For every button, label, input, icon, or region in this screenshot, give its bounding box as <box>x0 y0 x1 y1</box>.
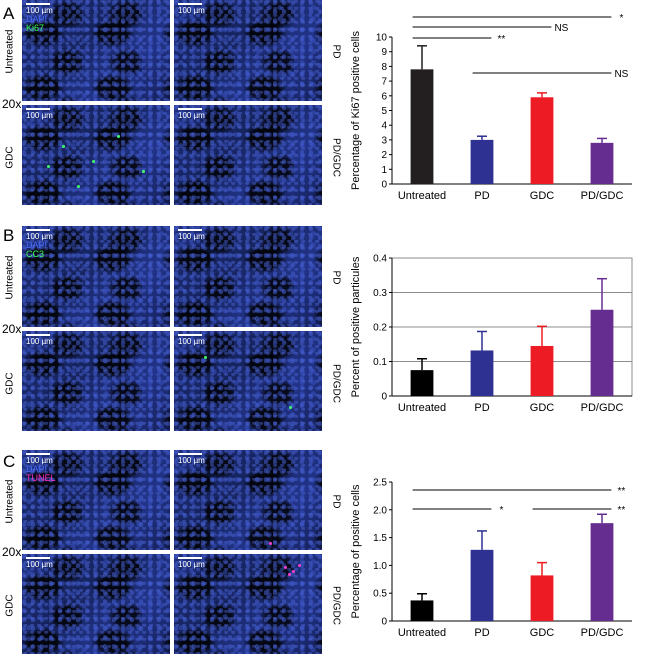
y-axis-label: Percentage of positive cells <box>350 484 362 618</box>
row-label-untreated-c: Untreated <box>4 479 16 524</box>
significance-label: ** <box>618 505 626 516</box>
y-tick-label: 0 <box>381 617 387 628</box>
y-tick-label: 1.5 <box>373 533 387 544</box>
micrograph-untreated-a: 100 µm DAPI Ki67 <box>22 0 170 101</box>
magnification-label-b: 20x <box>2 322 22 336</box>
y-tick-label: 1.0 <box>373 561 387 572</box>
stain-label-tunel-c: TUNEL <box>26 473 56 483</box>
y-tick-label: 6 <box>381 91 387 102</box>
micrograph-pd-b: 100 µm <box>174 226 322 327</box>
y-tick-label: 2.0 <box>373 505 387 516</box>
micrograph-pd-a: 100 µm <box>174 0 322 101</box>
micrograph-pdgdc-b: 100 µm <box>174 331 322 431</box>
y-tick-label: 1 <box>381 165 387 176</box>
category-label: PD <box>474 627 489 639</box>
row-label-untreated-a: Untreated <box>4 29 16 74</box>
row-label-pd-c: PD <box>330 494 342 509</box>
bar-gdc <box>530 575 554 621</box>
y-axis-label: Percent of positive particules <box>350 256 362 397</box>
category-label: Untreated <box>398 402 446 414</box>
micrograph-gdc-c: 100 µm <box>22 554 170 654</box>
significance-label: NS <box>554 23 568 34</box>
significance-label: ** <box>498 34 506 45</box>
y-tick-label: 4 <box>381 121 387 132</box>
category-label: Untreated <box>398 190 446 202</box>
y-tick-label: 0 <box>381 180 387 191</box>
significance-label: NS <box>614 69 628 80</box>
row-label-gdc-a: GDC <box>4 146 16 169</box>
y-tick-label: 8 <box>381 62 387 73</box>
bar-untreated <box>410 370 434 396</box>
y-tick-label: 7 <box>381 77 387 88</box>
significance-label: ** <box>618 486 626 497</box>
y-tick-label: 9 <box>381 47 387 58</box>
row-label-pdgdc-b: PD/GDC <box>330 364 342 403</box>
y-tick-label: 0.4 <box>373 254 387 265</box>
bar-gdc <box>530 345 554 396</box>
y-tick-label: 2 <box>381 150 387 161</box>
y-tick-label: 0.1 <box>373 357 387 368</box>
significance-label: * <box>619 13 623 24</box>
category-label: Untreated <box>398 627 446 639</box>
magnification-label-c: 20x <box>2 545 22 559</box>
stain-label-dapi-a: DAPI <box>26 14 48 24</box>
category-label: PD/GDC <box>581 627 624 639</box>
category-label: PD/GDC <box>581 190 624 202</box>
micrograph-pd-c: 100 µm <box>174 450 322 550</box>
bar-pd-gdc <box>590 142 614 184</box>
stain-label-dapi-c: DAPI <box>26 464 48 474</box>
y-tick-label: 10 <box>376 33 388 44</box>
panel-letter-a: A <box>3 4 15 23</box>
row-label-pdgdc-a: PD/GDC <box>330 138 342 177</box>
micrograph-gdc-b: 100 µm <box>22 331 170 431</box>
category-label: GDC <box>530 190 555 202</box>
row-label-untreated-b: Untreated <box>4 255 16 300</box>
stain-label-dapi-b: DAPI <box>26 240 48 250</box>
row-label-pd-a: PD <box>330 44 342 59</box>
bar-gdc <box>530 97 554 184</box>
category-label: PD <box>474 402 489 414</box>
row-label-pd-b: PD <box>330 270 342 285</box>
micrograph-untreated-c: 100 µm DAPI TUNEL <box>22 450 170 550</box>
y-tick-label: 2.5 <box>373 478 387 489</box>
bar-pd-gdc <box>590 309 614 396</box>
significance-label: * <box>499 505 503 516</box>
stain-label-cc3-b: CC3 <box>26 249 45 259</box>
micrograph-pdgdc-a: 100 µm <box>174 105 322 205</box>
bar-pd-gdc <box>590 523 614 621</box>
panel-letter-c: C <box>3 452 16 471</box>
row-label-pdgdc-c: PD/GDC <box>330 586 342 625</box>
micrograph-pdgdc-c: 100 µm <box>174 554 322 654</box>
category-label: GDC <box>530 627 555 639</box>
bar-pd <box>470 549 494 621</box>
micrograph-gdc-a: 100 µm <box>22 105 170 205</box>
bar-chart-c: 0 0.5 1.0 1.5 2.0 2.5 Percentage of positive c… <box>345 470 645 654</box>
y-tick-label: 3 <box>381 135 387 146</box>
category-label: GDC <box>530 402 555 414</box>
micrograph-untreated-b: 100 µm DAPI CC3 <box>22 226 170 327</box>
panel-letter-b: B <box>3 226 15 245</box>
y-tick-label: 0.5 <box>373 589 387 600</box>
row-label-gdc-c: GDC <box>4 594 16 617</box>
bar-untreated <box>410 69 434 184</box>
bar-pd <box>470 139 494 184</box>
y-tick-label: 5 <box>381 106 387 117</box>
y-axis-label: Percentage of Ki67 positive cells <box>350 31 362 190</box>
bar-chart-b: 0 0.1 0.2 0.3 0.4 Percent of positive particu… <box>345 240 645 425</box>
y-tick-label: 0.3 <box>373 288 387 299</box>
bar-chart-a: 0 1 2 3 4 5 6 7 8 9 10 Percentage of Ki67 positive … <box>345 0 645 210</box>
row-label-gdc-b: GDC <box>4 372 16 395</box>
stain-label-ki67-a: Ki67 <box>26 23 45 33</box>
bar-untreated <box>410 600 434 621</box>
magnification-label-a: 20x <box>2 97 22 111</box>
y-tick-label: 0.2 <box>373 323 387 334</box>
y-tick-label: 0 <box>381 392 387 403</box>
category-label: PD <box>474 190 489 202</box>
category-label: PD/GDC <box>581 402 624 414</box>
bar-pd <box>470 350 494 396</box>
